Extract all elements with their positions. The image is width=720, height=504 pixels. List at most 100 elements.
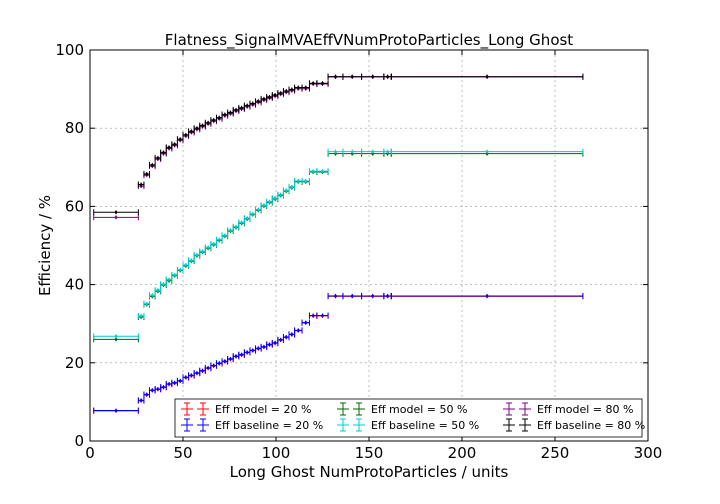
marker <box>485 150 489 153</box>
marker <box>304 321 308 324</box>
marker <box>190 130 193 133</box>
data-point <box>154 287 162 294</box>
data-point <box>288 183 296 190</box>
marker <box>273 93 277 97</box>
marker <box>262 203 266 207</box>
x-axis-label: Long Ghost NumProtoParticles / units <box>230 463 509 481</box>
marker <box>240 106 243 110</box>
marker <box>167 278 171 281</box>
marker <box>245 350 249 354</box>
data-point <box>301 84 310 91</box>
marker <box>229 228 232 232</box>
data-point <box>390 73 584 80</box>
marker <box>139 399 143 402</box>
marker <box>245 104 249 107</box>
data-point <box>143 300 151 307</box>
marker <box>178 268 182 272</box>
marker <box>334 294 337 298</box>
marker <box>284 335 288 339</box>
marker <box>371 294 375 298</box>
marker <box>173 142 176 146</box>
marker <box>257 347 260 350</box>
marker <box>350 294 354 298</box>
data-point <box>271 195 279 202</box>
marker <box>284 189 288 192</box>
marker <box>273 196 277 200</box>
legend-item: Eff model = 80 % <box>503 402 633 416</box>
data-point <box>93 333 139 340</box>
data-point <box>154 154 162 161</box>
data-point <box>204 244 212 251</box>
marker <box>151 163 154 167</box>
marker <box>173 273 176 277</box>
marker <box>229 357 232 361</box>
marker <box>206 121 210 125</box>
marker <box>279 91 282 95</box>
marker <box>114 216 118 219</box>
data-point <box>294 327 303 334</box>
data-point <box>277 336 284 343</box>
marker <box>217 116 221 119</box>
marker <box>223 234 227 237</box>
marker <box>139 314 143 318</box>
legend-label: Eff baseline = 50 % <box>371 419 479 432</box>
data-point <box>165 144 173 151</box>
marker <box>386 75 389 78</box>
marker <box>217 361 221 365</box>
marker <box>167 146 171 149</box>
marker <box>206 246 210 249</box>
x-tick-label: 150 <box>355 444 384 462</box>
marker <box>290 88 294 91</box>
y-tick-label: 0 <box>74 432 84 450</box>
marker <box>268 200 271 204</box>
marker <box>178 137 182 141</box>
marker <box>223 359 227 363</box>
y-tick-label: 100 <box>55 41 84 59</box>
legend-item: Eff model = 50 % <box>337 402 467 416</box>
marker <box>167 382 171 386</box>
marker <box>178 379 182 383</box>
series-4 <box>93 148 584 340</box>
x-tick-label: 0 <box>85 444 95 462</box>
marker <box>279 193 282 196</box>
legend-label: Eff baseline = 80 % <box>537 419 645 432</box>
marker <box>184 133 188 137</box>
marker <box>251 212 255 216</box>
marker <box>151 388 154 392</box>
data-point <box>93 209 139 216</box>
data-point <box>143 170 151 177</box>
legend-item: Eff baseline = 20 % <box>181 418 323 432</box>
data-point <box>232 223 240 230</box>
x-tick-label: 250 <box>541 444 570 462</box>
marker <box>151 293 154 297</box>
marker <box>485 75 489 78</box>
marker <box>321 314 324 317</box>
x-tick-label: 200 <box>448 444 477 462</box>
data-point <box>176 377 184 384</box>
data-point <box>301 177 310 184</box>
marker <box>114 338 118 341</box>
marker <box>162 385 165 389</box>
marker <box>257 99 260 103</box>
data-point <box>182 262 190 269</box>
marker <box>251 348 255 352</box>
marker <box>114 210 118 214</box>
data-point <box>316 168 329 175</box>
data-point <box>149 161 156 168</box>
marker <box>350 75 354 78</box>
data-point <box>93 214 139 221</box>
data-point <box>390 148 584 155</box>
marker <box>173 381 176 385</box>
marker <box>139 183 143 186</box>
marker <box>268 343 271 346</box>
data-point <box>316 80 329 87</box>
data-point <box>160 149 167 156</box>
marker <box>251 102 255 105</box>
marker <box>184 375 188 379</box>
marker <box>184 263 188 267</box>
marker <box>114 334 118 338</box>
marker <box>223 113 227 116</box>
marker <box>311 314 315 317</box>
data-point <box>188 257 195 264</box>
